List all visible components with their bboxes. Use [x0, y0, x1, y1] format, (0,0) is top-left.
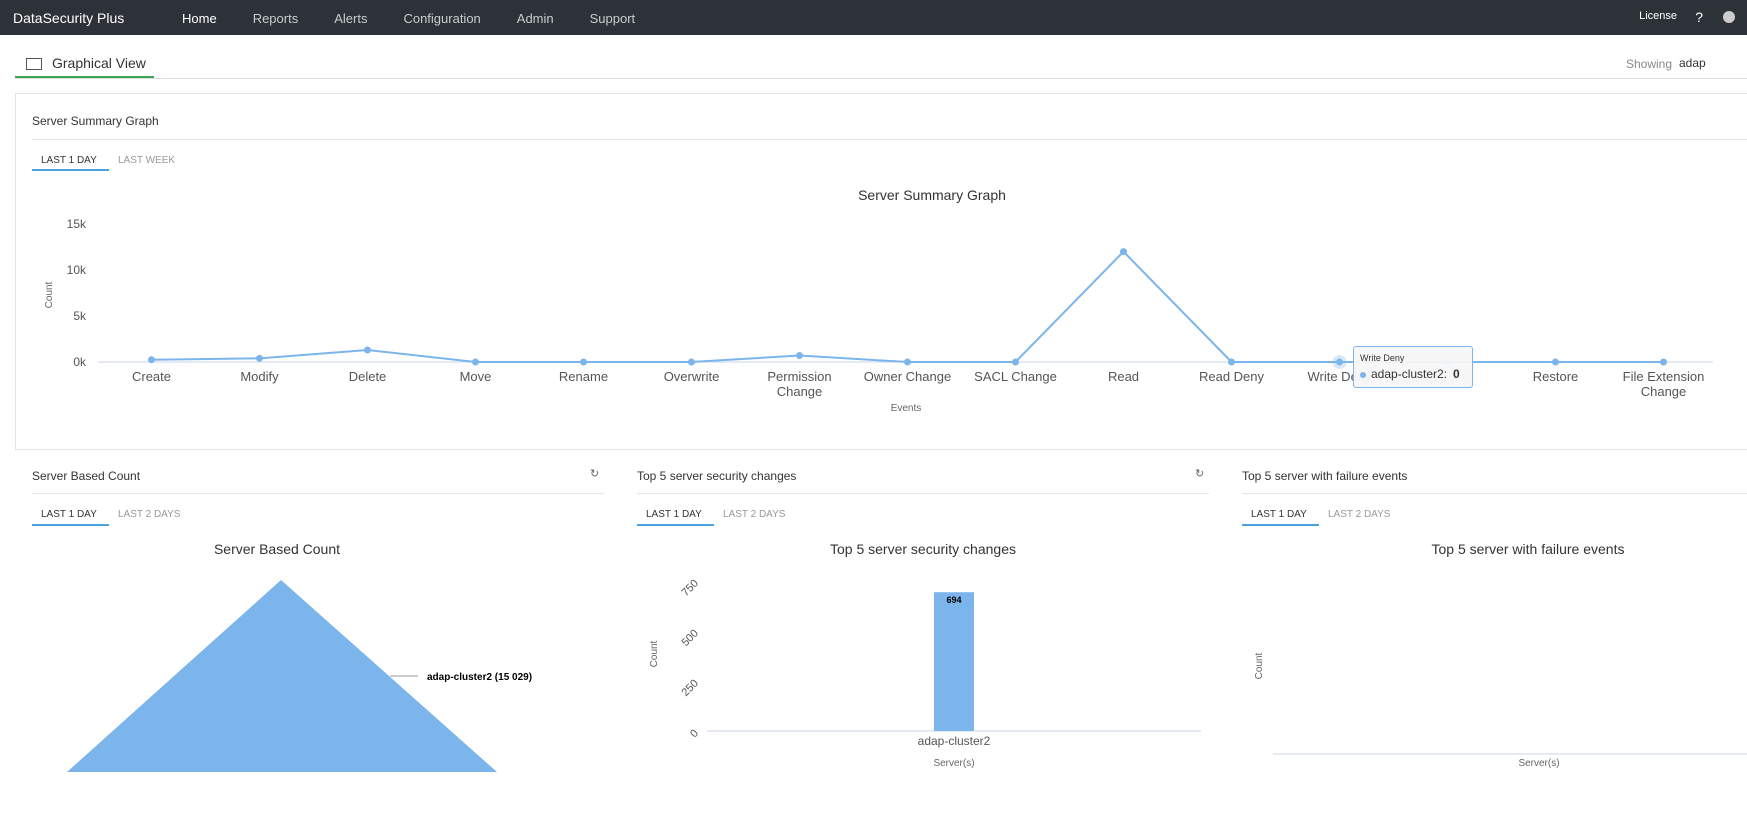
tab-underline [32, 169, 109, 171]
x-tick-label: Modify [240, 369, 279, 384]
view-tab[interactable]: Graphical View [52, 55, 146, 71]
chart-title: Server Based Count [214, 541, 340, 557]
nav-item[interactable]: Alerts [334, 11, 368, 26]
data-label: adap-cluster2 (15 029) [427, 672, 532, 683]
divider [1242, 493, 1747, 494]
tooltip-category: Write Deny [1360, 353, 1405, 363]
nav-item[interactable]: Reports [252, 11, 299, 26]
y-axis-label: Count [649, 640, 660, 667]
data-point [796, 352, 803, 360]
x-tick-label: Permission Change [767, 369, 832, 399]
y-tick-label: 0k [73, 355, 87, 369]
refresh-icon[interactable]: ↻ [590, 468, 600, 480]
tab[interactable]: LAST 1 DAY [41, 509, 97, 520]
panel-title: Top 5 server security changes [637, 469, 797, 483]
help-link[interactable]: ? [1695, 9, 1703, 25]
divider [32, 493, 604, 494]
x-tick-label: Rename [558, 369, 609, 384]
tab[interactable]: LAST 1 DAY [41, 155, 97, 166]
y-tick-label: 15k [67, 217, 87, 231]
tab-underline [1242, 524, 1319, 526]
x-tick-label: Create [131, 369, 172, 384]
x-tick-label: adap-cluster2 [918, 734, 991, 748]
x-tick-label: Move [459, 369, 492, 384]
logo[interactable]: DataSecurity Plus [13, 10, 125, 26]
y-axis-label: Count [44, 281, 55, 308]
nav-item[interactable]: Configuration [403, 11, 481, 26]
tab[interactable]: LAST 2 DAYS [1328, 509, 1391, 520]
y-tick-label: 250 [679, 677, 700, 698]
x-tick-label: Overwrite [663, 369, 720, 384]
chart-icon [26, 58, 42, 70]
tooltip-value: 0 [1453, 367, 1460, 381]
x-axis-label: Server(s) [933, 758, 974, 769]
chart-title: Top 5 server security changes [830, 541, 1016, 557]
y-tick-label: 0 [688, 727, 701, 740]
showing-label: Showing [1626, 57, 1673, 71]
nav-item[interactable]: Home [182, 11, 217, 26]
x-tick-label: Delete [348, 369, 387, 384]
refresh-icon[interactable]: ↻ [1195, 468, 1205, 480]
data-point [580, 358, 587, 366]
data-point [256, 354, 263, 362]
data-point [364, 346, 371, 354]
nav-item[interactable]: Support [589, 11, 636, 26]
data-point [904, 358, 911, 366]
y-tick-label: 5k [73, 309, 87, 323]
chart-title: Server Summary Graph [858, 187, 1006, 203]
data-label: 694 [946, 595, 961, 605]
panel-title: Top 5 server with failure events [1242, 469, 1408, 483]
y-axis-label: Count [1254, 652, 1265, 679]
divider [32, 139, 1747, 140]
data-point [1228, 358, 1235, 366]
pie-slice [67, 580, 497, 772]
x-tick-label: Read Deny [1198, 369, 1265, 384]
x-tick-label: Read [1107, 369, 1140, 384]
divider [637, 493, 1209, 494]
nav-menu: Home Reports Alerts Configuration Admin … [182, 11, 635, 26]
bar [934, 592, 974, 731]
tab[interactable]: LAST WEEK [118, 155, 176, 166]
data-point [1552, 358, 1559, 366]
data-point [688, 358, 695, 366]
nav-item[interactable]: Admin [516, 11, 554, 26]
x-tick-label: Owner Change [863, 369, 952, 384]
data-point [1012, 358, 1019, 366]
divider [15, 78, 1747, 79]
x-tick-label: Restore [1532, 369, 1579, 384]
tab[interactable]: LAST 1 DAY [1251, 509, 1307, 520]
data-point [148, 356, 155, 364]
tab[interactable]: LAST 2 DAYS [723, 509, 786, 520]
panel-title: Server Summary Graph [32, 114, 159, 128]
panel-title: Server Based Count [32, 469, 141, 483]
tab[interactable]: LAST 2 DAYS [118, 509, 181, 520]
chart-title: Top 5 server with failure events [1432, 541, 1625, 557]
x-tick-label: SACL Change [974, 369, 1057, 384]
data-point [1336, 358, 1343, 366]
license-link[interactable]: License [1639, 10, 1677, 22]
user-icon[interactable] [1723, 11, 1735, 23]
top-bar: DataSecurity Plus Home Reports Alerts Co… [0, 0, 1747, 35]
y-tick-label: 500 [679, 627, 700, 648]
tooltip-series: adap-cluster2 [1371, 367, 1447, 381]
tab-underline [637, 524, 714, 526]
y-tick-label: 10k [67, 263, 87, 277]
x-axis-label: Server(s) [1518, 758, 1559, 769]
data-point [472, 358, 479, 366]
x-axis-label: Events [891, 403, 922, 414]
x-tick-label: File Extension Change [1622, 369, 1705, 399]
summary-panel [15, 93, 1747, 450]
tab[interactable]: LAST 1 DAY [646, 509, 702, 520]
tab-underline [32, 524, 109, 526]
tooltip-dot [1360, 372, 1366, 378]
tab-underline [15, 76, 154, 78]
data-point [1660, 358, 1667, 366]
y-tick-label: 750 [679, 577, 700, 598]
data-point [1120, 248, 1127, 256]
showing-value[interactable]: adap [1679, 56, 1706, 70]
tooltip: Write Deny adap-cluster2 0 [1353, 346, 1473, 388]
